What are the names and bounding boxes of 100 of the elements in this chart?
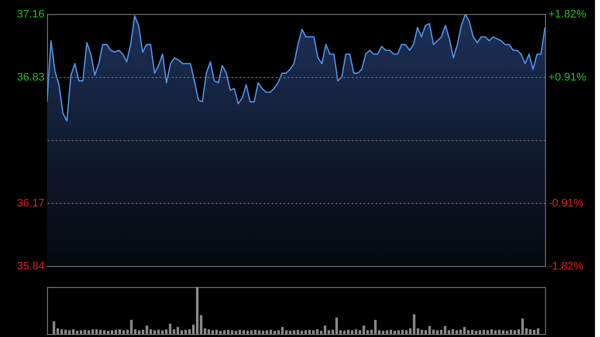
bar	[68, 330, 71, 334]
bar	[157, 330, 160, 334]
bar	[234, 330, 238, 334]
bar	[436, 330, 439, 334]
bar	[266, 330, 268, 334]
bar	[397, 330, 400, 334]
bar	[153, 330, 156, 334]
bar	[110, 330, 114, 334]
bar	[246, 330, 249, 334]
bar	[452, 329, 454, 334]
y2-tick-label: -1.82%	[548, 260, 584, 272]
bar	[281, 326, 284, 334]
bar	[150, 329, 152, 334]
bar	[219, 330, 222, 334]
bar	[138, 330, 140, 334]
bar	[354, 329, 358, 334]
bar	[95, 329, 98, 334]
bar	[88, 330, 90, 334]
bar	[382, 330, 384, 334]
bar	[230, 330, 234, 334]
bar	[196, 287, 198, 334]
bar	[529, 329, 532, 334]
bar	[405, 330, 408, 334]
bar	[474, 330, 478, 334]
bar	[288, 330, 292, 334]
bar	[486, 330, 489, 334]
bar	[448, 330, 450, 334]
bar	[142, 330, 144, 334]
bar	[161, 330, 164, 334]
bar	[362, 326, 366, 334]
bar	[390, 330, 392, 334]
bar	[180, 330, 183, 334]
y-tick-label: 36.17	[16, 198, 44, 210]
y-tick-label: 37.16	[16, 8, 44, 20]
bar	[455, 330, 458, 334]
bar	[467, 330, 470, 334]
bar	[60, 329, 63, 334]
bar	[223, 330, 226, 334]
bar	[440, 330, 442, 334]
bar	[122, 330, 125, 334]
bar	[401, 330, 404, 334]
bar	[316, 329, 319, 334]
bar	[394, 330, 396, 334]
bar	[146, 326, 148, 334]
bar	[428, 326, 431, 334]
bar	[350, 330, 354, 334]
y2-tick-label: +1.82%	[548, 8, 586, 20]
bar	[312, 330, 315, 334]
bar	[494, 330, 497, 334]
bar	[502, 330, 504, 334]
y-tick-label: 36.83	[16, 72, 44, 84]
bar	[532, 330, 536, 334]
bar	[99, 330, 102, 334]
bar	[118, 329, 122, 334]
bar	[285, 330, 288, 334]
bar	[270, 330, 272, 334]
bar	[470, 330, 474, 334]
bar	[91, 329, 94, 334]
bar	[106, 330, 110, 334]
bar	[444, 326, 446, 334]
bar	[168, 324, 172, 334]
bar	[432, 330, 435, 334]
bar	[510, 330, 512, 334]
bar	[536, 328, 540, 334]
bar	[130, 320, 133, 334]
bar	[296, 330, 300, 334]
bar	[84, 330, 86, 334]
bar	[386, 330, 388, 334]
bar	[215, 330, 218, 334]
bar	[250, 330, 253, 334]
bar	[80, 330, 82, 334]
bar	[262, 330, 264, 334]
bar	[184, 330, 187, 334]
bar	[335, 318, 338, 334]
bar	[103, 330, 106, 334]
bar	[347, 330, 350, 334]
bar	[273, 330, 276, 334]
y2-tick-label: +0.91%	[548, 72, 586, 84]
y2-tick-label: -0.91%	[548, 198, 584, 210]
bar	[304, 330, 307, 334]
bar	[226, 330, 230, 334]
bar	[506, 330, 508, 334]
bar	[72, 329, 75, 334]
bar	[292, 330, 296, 334]
bar	[277, 330, 280, 334]
bar	[420, 330, 424, 334]
bar	[64, 330, 67, 334]
bar	[242, 330, 245, 334]
bar	[114, 330, 118, 334]
bar	[514, 330, 516, 334]
bar	[478, 330, 482, 334]
bar	[324, 326, 326, 334]
bar	[424, 330, 427, 334]
bar	[521, 318, 524, 334]
bar	[52, 321, 56, 334]
bar	[498, 330, 501, 334]
bar	[176, 326, 180, 334]
bar	[76, 330, 78, 334]
bar	[463, 326, 466, 334]
bar	[490, 329, 493, 334]
